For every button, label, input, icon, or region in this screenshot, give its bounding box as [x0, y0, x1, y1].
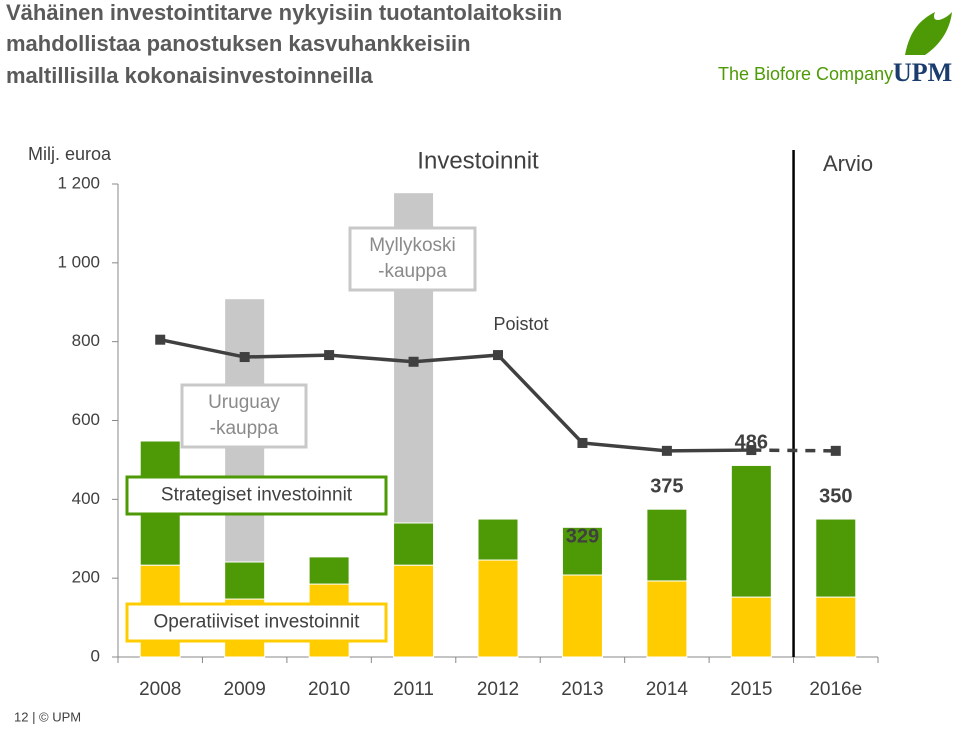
- x-tick-label: 2013: [561, 679, 603, 700]
- x-tick-label: 2016e: [809, 679, 862, 700]
- line: [159, 337, 752, 453]
- total-label: 375: [650, 475, 683, 497]
- y-tick-label: 0: [91, 646, 100, 665]
- title-line: mahdollistaa panostuksen kasvuhankkeisii…: [6, 31, 471, 56]
- annotation-box: [180, 383, 308, 449]
- x-tick-label: 2015: [730, 679, 772, 700]
- operative-label-box: [125, 602, 388, 643]
- annotation-text: -kauppa: [210, 418, 279, 439]
- bar-segment: [393, 522, 435, 566]
- x-tick-label: 2010: [308, 679, 350, 700]
- y-axis-label: Milj. euroa: [28, 144, 112, 164]
- line-marker: [324, 350, 335, 361]
- x-tick-label: 2014: [646, 679, 689, 700]
- x-tick-label: 2008: [139, 679, 181, 700]
- x-tick-label: 2011: [393, 679, 434, 700]
- bar-segment: [646, 580, 688, 658]
- operative-label: Operatiiviset investoinnit: [125, 602, 388, 643]
- y-tick-label: 800: [72, 331, 100, 350]
- line-marker: [239, 352, 250, 363]
- total-label: 350: [819, 485, 852, 507]
- bar-segment: [308, 556, 350, 585]
- bar-segment: [730, 596, 772, 658]
- bar-segment: [477, 518, 519, 561]
- y-tick-label: 1 000: [57, 252, 100, 271]
- annotation: Uruguay -kauppa: [180, 383, 308, 449]
- forecast-label: Arvio: [823, 151, 873, 176]
- total-label: 329: [566, 526, 599, 548]
- bar-segment: [561, 526, 603, 576]
- line-marker: [746, 445, 757, 456]
- title-line: maltillisilla kokonaisinvestoinneilla: [6, 63, 374, 88]
- bar-segment: [815, 596, 857, 658]
- strategic-label-box: [125, 475, 388, 516]
- line-marker: [408, 356, 419, 367]
- line-forecast: [751, 448, 836, 453]
- operative-label-text: Operatiiviset investoinnit: [154, 612, 361, 633]
- bar-segment: [224, 561, 266, 600]
- logo-mark: [905, 12, 952, 55]
- logo: UPM: [893, 58, 952, 87]
- line-marker: [493, 350, 503, 361]
- brand: The Biofore Company: [718, 64, 893, 84]
- annotation-box: [348, 226, 477, 292]
- bar-segment: [561, 574, 603, 658]
- x-tick-label: 2009: [224, 679, 266, 700]
- bar-segment: [393, 564, 435, 658]
- bar-segment: [815, 518, 857, 598]
- annotation-text: -kauppa: [378, 261, 447, 282]
- strategic-label-text: Strategiset investoinnit: [161, 485, 353, 506]
- bar-segment: [477, 559, 519, 658]
- y-tick-label: 200: [72, 568, 100, 587]
- annotation-text: Myllykoski: [369, 235, 456, 256]
- bar-segment: [730, 464, 772, 598]
- annotation: Myllykoski -kauppa: [348, 226, 477, 292]
- line-marker: [830, 445, 841, 456]
- title-line: Vähäinen investointitarve nykyisiin tuot…: [6, 0, 562, 25]
- y-tick-label: 400: [72, 489, 100, 508]
- y-tick-label: 1 200: [57, 173, 100, 192]
- bar-segment: [646, 508, 688, 582]
- line-marker: [155, 334, 166, 345]
- strategic-label: Strategiset investoinnit: [125, 475, 388, 516]
- total-label: 486: [735, 432, 768, 454]
- footer: 12 | © UPM: [14, 709, 81, 724]
- line-marker: [577, 437, 588, 448]
- y-tick-label: 600: [72, 410, 100, 429]
- annotation-text: Uruguay: [208, 392, 280, 413]
- x-tick-label: 2012: [477, 679, 519, 700]
- heading: Investoinnit: [417, 147, 539, 174]
- line-marker: [661, 445, 672, 456]
- series-label: Poistot: [493, 314, 548, 334]
